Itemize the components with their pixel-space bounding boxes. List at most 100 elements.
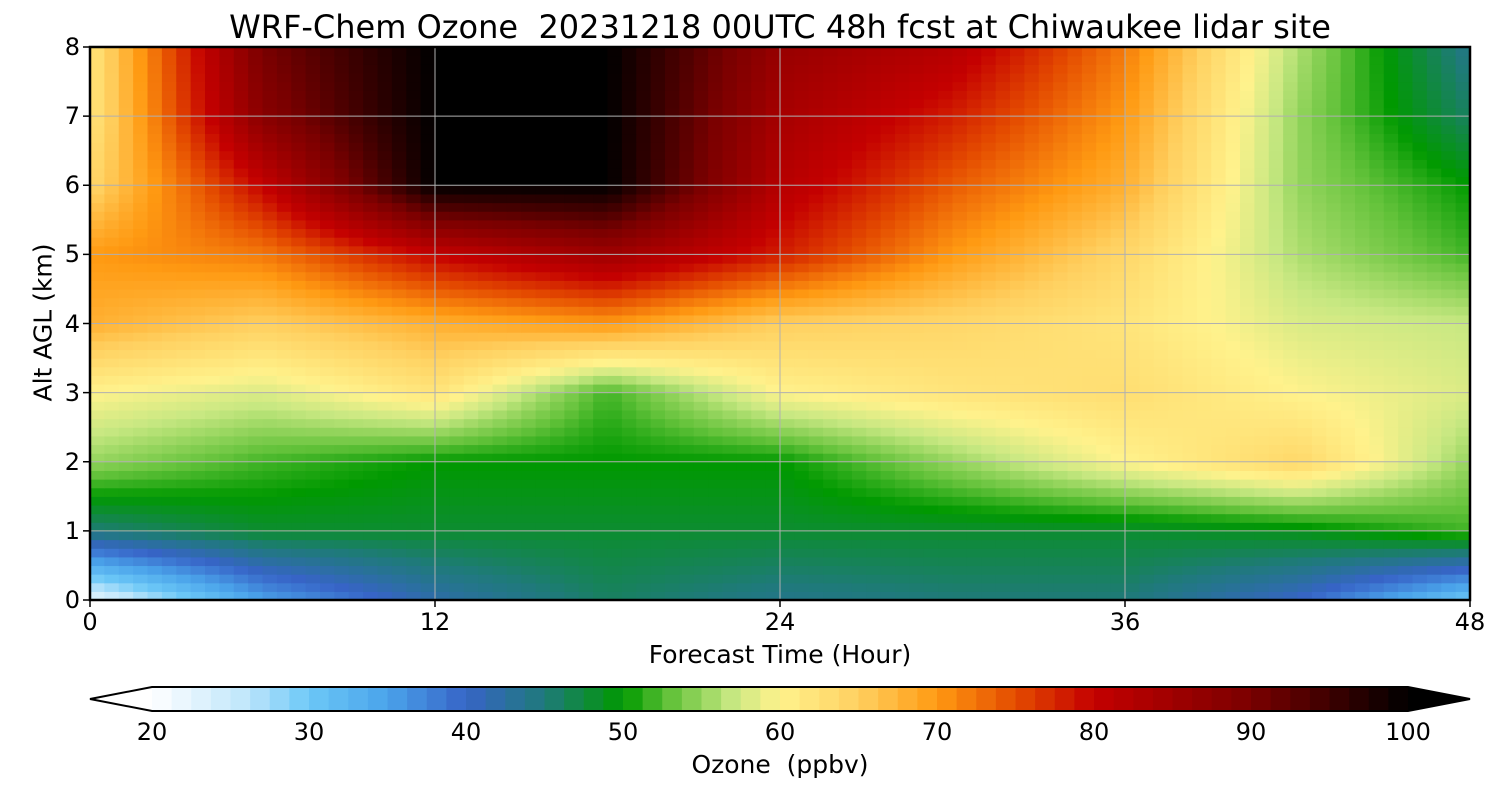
heatmap-cell (578, 193, 594, 204)
heatmap-cell (449, 323, 465, 333)
heatmap-cell (607, 176, 623, 186)
heatmap-cell (90, 565, 105, 575)
heatmap-cell (391, 280, 407, 290)
heatmap-cell (1139, 332, 1155, 342)
heatmap-cell (147, 219, 163, 230)
heatmap-cell (161, 280, 177, 290)
heatmap-cell (449, 159, 465, 169)
heatmap-cell (1268, 202, 1284, 212)
heatmap-cell (190, 409, 206, 420)
heatmap-cell (1081, 332, 1097, 342)
heatmap-cell (1153, 245, 1169, 255)
heatmap-cell (492, 513, 508, 523)
heatmap-cell (305, 340, 321, 351)
heatmap-cell (693, 340, 709, 351)
heatmap-cell (305, 237, 321, 247)
heatmap-cell (1412, 349, 1428, 359)
heatmap-cell (1153, 591, 1169, 601)
heatmap-cell (506, 306, 522, 316)
heatmap-cell (147, 185, 163, 195)
heatmap-cell (1268, 332, 1284, 342)
heatmap-cell (1297, 219, 1313, 230)
heatmap-cell (535, 530, 551, 541)
heatmap-cell (1383, 211, 1399, 221)
heatmap-cell (463, 504, 479, 515)
heatmap-cell (981, 167, 997, 178)
heatmap-cell (909, 565, 925, 575)
heatmap-cell (966, 409, 982, 420)
heatmap-cell (420, 271, 436, 281)
heatmap-cell (1196, 435, 1212, 446)
heatmap-cell (1110, 288, 1126, 299)
heatmap-cell (406, 254, 422, 264)
heatmap-cell (751, 383, 767, 394)
heatmap-cell (808, 219, 824, 230)
heatmap-cell (1369, 582, 1385, 592)
heatmap-cell (205, 176, 220, 186)
heatmap-cell (1455, 150, 1471, 160)
heatmap-cell (1211, 185, 1227, 195)
heatmap-cell (1196, 332, 1212, 342)
heatmap-cell (751, 444, 767, 454)
heatmap-cell (478, 228, 494, 238)
heatmap-cell (478, 280, 494, 290)
heatmap-cell (1297, 409, 1313, 420)
heatmap-cell (780, 401, 795, 411)
heatmap-cell (1010, 237, 1025, 247)
heatmap-cell (1125, 185, 1140, 195)
heatmap-cell (1081, 487, 1097, 497)
heatmap-cell (1254, 582, 1270, 592)
heatmap-cell (1182, 366, 1198, 376)
heatmap-cell (104, 444, 120, 454)
heatmap-cell (1326, 271, 1342, 281)
heatmap-cell (420, 530, 436, 541)
heatmap-cell (320, 375, 335, 385)
heatmap-cell (334, 167, 350, 178)
heatmap-cell (1297, 271, 1313, 281)
heatmap-cell (1196, 349, 1212, 359)
heatmap-cell (1268, 479, 1284, 489)
heatmap-cell (262, 470, 278, 480)
heatmap-cell (190, 306, 206, 316)
heatmap-cell (923, 340, 939, 351)
heatmap-cell (406, 530, 422, 541)
heatmap-cell (190, 228, 206, 238)
heatmap-cell (1455, 366, 1471, 376)
heatmap-cell (895, 202, 910, 212)
heatmap-cell (348, 219, 364, 230)
heatmap-cell (104, 401, 120, 411)
heatmap-cell (1383, 167, 1399, 178)
heatmap-cell (1038, 470, 1054, 480)
heatmap-cell (492, 522, 508, 532)
heatmap-cell (1311, 565, 1327, 575)
heatmap-cell (1297, 245, 1313, 255)
heatmap-cell (1053, 375, 1069, 385)
heatmap-cell (708, 375, 724, 385)
heatmap-cell (837, 392, 853, 402)
heatmap-cell (1426, 504, 1442, 515)
heatmap-cell (938, 254, 954, 264)
heatmap-cell (1110, 401, 1126, 411)
heatmap-cell (377, 513, 393, 523)
heatmap-cell (463, 453, 479, 463)
heatmap-cell (650, 383, 666, 394)
heatmap-cell (363, 565, 379, 575)
heatmap-cell (1225, 366, 1241, 376)
heatmap-cell (1182, 496, 1198, 506)
heatmap-cell (636, 219, 652, 230)
heatmap-cell (377, 288, 393, 299)
heatmap-cell (808, 522, 824, 532)
heatmap-cell (923, 314, 939, 325)
heatmap-cell (161, 409, 177, 420)
heatmap-cell (995, 167, 1011, 178)
heatmap-cell (1268, 219, 1284, 230)
heatmap-cell (1225, 332, 1241, 342)
heatmap-cell (808, 496, 824, 506)
heatmap-cell (751, 530, 767, 541)
heatmap-cell (1383, 383, 1399, 394)
heatmap-cell (190, 418, 206, 428)
heatmap-cell (895, 435, 910, 446)
heatmap-cell (665, 159, 680, 169)
heatmap-cell (1383, 306, 1399, 316)
heatmap-cell (578, 314, 594, 325)
